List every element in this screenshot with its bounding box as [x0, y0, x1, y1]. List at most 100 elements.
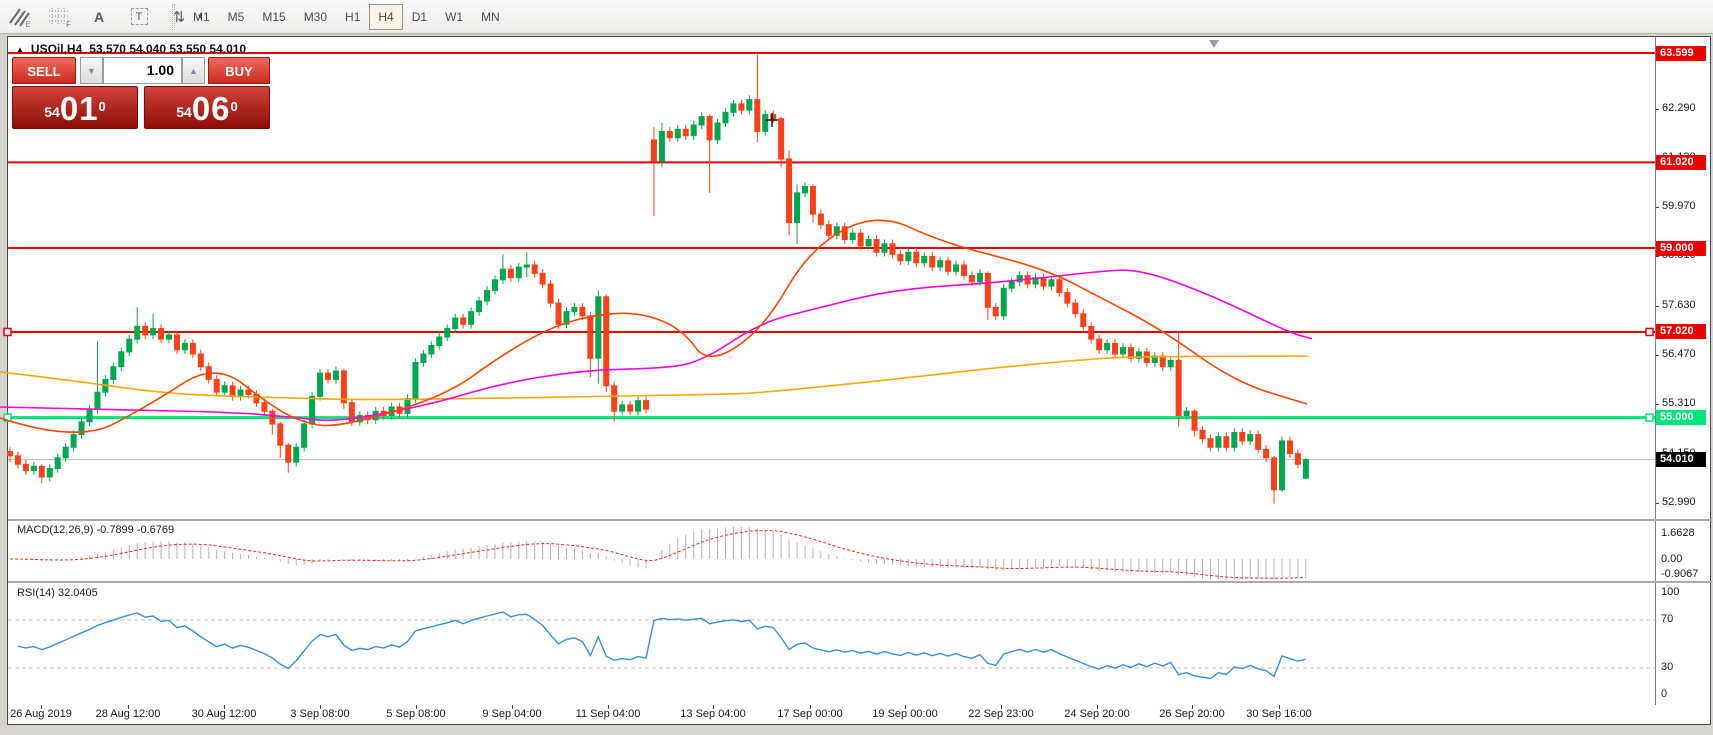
price-tick-label: 57.630: [1662, 299, 1696, 312]
rsi-axis-label: 100: [1661, 586, 1680, 598]
timeframe-button-M15[interactable]: M15: [262, 10, 286, 24]
time-tick-label: 19 Sep 00:00: [872, 708, 938, 720]
time-tick-label: 26 Sep 20:00: [1159, 708, 1225, 720]
rsi-value: 32.0405: [57, 587, 98, 599]
price-badge-61.020: 61.020: [1656, 154, 1706, 170]
time-tick-label: 9 Sep 04:00: [482, 708, 542, 720]
one-click-trade-panel: SELL ▼ 1.00 ▲ BUY 54 01 0 54 06 0: [12, 57, 270, 129]
sell-price-whole: 54: [44, 104, 60, 120]
price-tick-label: 59.970: [1662, 199, 1696, 212]
volume-increase-button[interactable]: ▲: [182, 57, 205, 84]
timeframe-button-H1[interactable]: H1: [345, 10, 361, 24]
sort-arrows-icon[interactable]: ⇅: [172, 8, 186, 26]
time-tick-mark: [608, 705, 609, 709]
buy-price-whole: 54: [176, 104, 192, 120]
price-tick-label: 55.310: [1662, 397, 1696, 410]
volume-input[interactable]: 1.00: [103, 57, 182, 84]
price-tick-mark: [1655, 108, 1659, 110]
time-tick-label: 22 Sep 23:00: [968, 708, 1034, 720]
sell-button[interactable]: SELL: [12, 57, 76, 84]
price-tick-mark: [1655, 404, 1659, 406]
macd-axis-label: 0.00: [1661, 553, 1683, 565]
price-tick-mark: [1655, 502, 1659, 504]
time-tick-mark: [810, 705, 811, 709]
app-bottom-strip: [0, 725, 1713, 735]
time-tick-label: 26 Aug 2019: [10, 708, 72, 720]
time-tick-mark: [224, 705, 225, 709]
price-tick-label: 56.470: [1662, 348, 1696, 361]
buy-price-pips: 06: [191, 90, 231, 127]
time-tick-mark: [128, 705, 129, 709]
time-tick-mark: [320, 705, 321, 709]
rsi-axis-label: 30: [1661, 661, 1674, 673]
time-tick-label: 30 Aug 12:00: [191, 708, 257, 720]
macd-values: -0.7899 -0.6769: [96, 524, 175, 536]
time-tick-mark: [905, 705, 906, 709]
time-tick-mark: [41, 705, 42, 709]
price-tick-mark: [1655, 306, 1659, 308]
price-tick-mark: [1655, 256, 1659, 258]
text-a-icon[interactable]: A: [93, 8, 105, 25]
time-tick-mark: [1192, 705, 1193, 709]
textbox-t-icon[interactable]: T: [126, 5, 152, 29]
price-badge-59.000: 59.000: [1656, 240, 1706, 256]
price-tick-mark: [1655, 206, 1659, 208]
icon-t-glyph: T: [130, 8, 148, 25]
macd-label: MACD(12,26,9) -0.7899 -0.6769: [17, 524, 175, 536]
price-tick-mark: [1655, 355, 1659, 357]
time-tick-label: 13 Sep 04:00: [680, 708, 746, 720]
price-tick-label: 62.290: [1662, 101, 1696, 114]
dropdown-caret-icon[interactable]: ▾: [198, 11, 203, 21]
timeframe-bar: M1 M5 M15 M30 H1 H4 D1 W1 MN: [184, 3, 509, 31]
time-tick-label: 30 Sep 16:00: [1246, 708, 1312, 720]
ohlc-values: 53.570 54.040 53.550 54.010: [89, 42, 247, 56]
volume-decrease-button[interactable]: ▼: [80, 57, 103, 84]
time-tick-label: 3 Sep 08:00: [290, 708, 350, 720]
toolbar: E F A T ⇅ ▾ M1 M5 M15 M30 H1 H4 D1 W1 MN: [0, 0, 1713, 34]
macd-pane-separator[interactable]: [8, 519, 1712, 521]
timeframe-button-W1[interactable]: W1: [445, 10, 464, 24]
macd-axis-label: 1.6628: [1661, 527, 1695, 539]
timeframe-button-H4[interactable]: H4: [369, 4, 403, 30]
timeframe-button-M1[interactable]: M1: [193, 10, 210, 24]
time-tick-mark: [1097, 705, 1098, 709]
title-triangle-icon[interactable]: ▲: [16, 44, 24, 54]
icon-sub-e: E: [25, 19, 31, 29]
sell-price-point: 0: [98, 99, 106, 114]
time-tick-mark: [1279, 705, 1280, 709]
time-tick-mark: [713, 705, 714, 709]
timeframe-button-M5[interactable]: M5: [227, 10, 245, 24]
price-badge-55.000: 55.000: [1656, 410, 1706, 426]
chart-title: ▲ USOil,H4 53.570 54.040 53.550 54.010: [16, 42, 246, 56]
sell-price-pips: 01: [59, 90, 99, 127]
time-tick-label: 28 Aug 12:00: [95, 708, 161, 720]
time-tick-mark: [416, 705, 417, 709]
time-tick-label: 24 Sep 20:00: [1064, 708, 1130, 720]
time-tick-label: 11 Sep 04:00: [575, 708, 641, 720]
price-badge-63.599: 63.599: [1656, 45, 1706, 61]
timeframe-button-D1[interactable]: D1: [411, 10, 428, 24]
buy-button[interactable]: BUY: [208, 57, 270, 84]
macd-axis-label: -0.9067: [1661, 568, 1699, 580]
time-tick-label: 17 Sep 00:00: [777, 708, 843, 720]
time-tick-mark: [1001, 705, 1002, 709]
buy-price-point: 0: [230, 99, 238, 114]
rsi-axis-label: 70: [1661, 613, 1674, 625]
icon-sub-f: F: [66, 19, 71, 29]
rsi-pane-separator[interactable]: [8, 581, 1712, 583]
price-tick-label: 52.990: [1662, 495, 1696, 508]
toolbar-separator: [172, 4, 175, 30]
symbol-label: USOil,H4: [30, 42, 83, 56]
buy-price-display[interactable]: 54 06 0: [144, 86, 270, 129]
rsi-axis-label: 0: [1661, 688, 1668, 700]
timeframe-button-MN[interactable]: MN: [481, 10, 500, 24]
sell-price-display[interactable]: 54 01 0: [12, 86, 138, 129]
chart-hatch-e-icon[interactable]: E: [6, 5, 32, 29]
price-axis-border: [1655, 37, 1656, 705]
timeframe-button-M30[interactable]: M30: [303, 10, 328, 24]
grid-f-icon[interactable]: F: [46, 5, 72, 29]
time-tick-label: 5 Sep 08:00: [386, 708, 446, 720]
rsi-label: RSI(14) 32.0405: [17, 587, 98, 599]
time-tick-mark: [512, 705, 513, 709]
